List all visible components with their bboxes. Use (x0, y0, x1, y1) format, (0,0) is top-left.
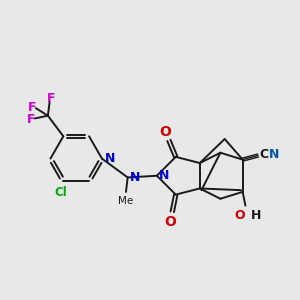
Text: Me: Me (118, 196, 134, 206)
Text: F: F (47, 92, 56, 105)
Text: N: N (129, 171, 140, 184)
Text: N: N (159, 169, 169, 182)
Text: O: O (159, 125, 171, 139)
Text: O: O (165, 214, 176, 229)
Text: F: F (26, 112, 35, 126)
Text: H: H (250, 209, 261, 222)
Text: Cl: Cl (54, 186, 67, 199)
Text: N: N (105, 152, 115, 165)
Text: F: F (28, 100, 37, 114)
Text: C: C (260, 148, 269, 161)
Text: O: O (234, 209, 245, 222)
Text: N: N (269, 148, 280, 161)
